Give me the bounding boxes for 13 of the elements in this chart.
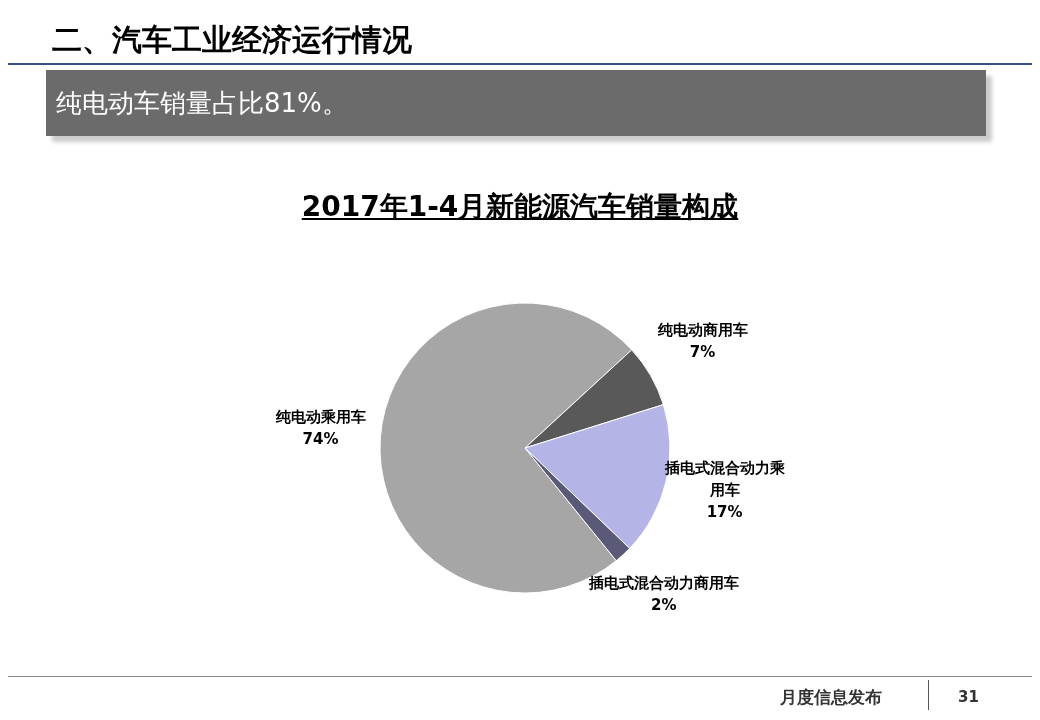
data-label: 74% [302,429,339,448]
data-label: 17% [706,502,743,521]
chart-subtitle: 纯电动车销量占比81%。 [46,70,986,137]
chart-title: 2017年1-4月新能源汽车销量构成 [300,189,740,225]
slice-label: 插电式混合动力乘用车 [663,458,786,499]
data-label: 7% [689,342,716,361]
slice-label: 插电式混合动力商用车 [587,573,739,592]
text: 二、汽车工业经济运行情况 [52,21,412,59]
text: 月度信息发布 [780,686,882,709]
data-label: 2% [651,595,677,614]
slice-label: 纯电动商用车 [656,320,748,339]
text: 31 [958,688,979,706]
slice-label: 纯电动乘用车 [274,407,366,426]
